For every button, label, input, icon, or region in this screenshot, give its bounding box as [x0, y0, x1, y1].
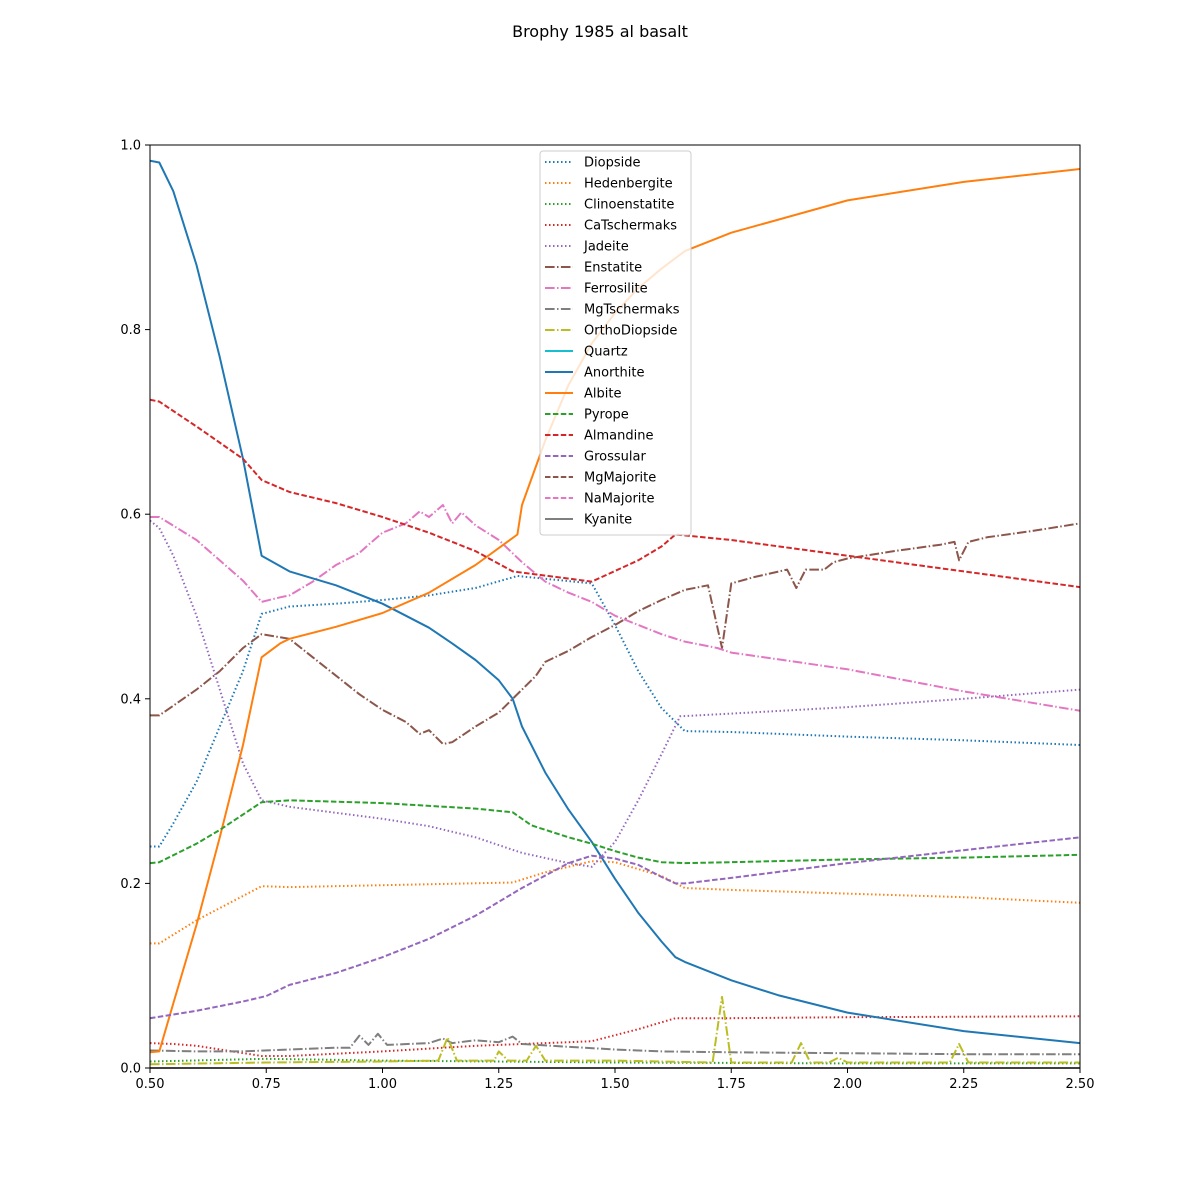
x-tick-label: 2.25	[949, 1077, 978, 1092]
series-line-grossular	[150, 836, 1080, 1020]
legend-label-quartz: Quartz	[584, 345, 628, 360]
legend-label-ferrosilite: Ferrosilite	[584, 282, 648, 297]
legend-label-diopside: Diopside	[584, 156, 640, 171]
legend-label-almandine: Almandine	[584, 429, 653, 444]
y-tick-label: 0.8	[120, 323, 141, 338]
x-tick-label: 0.75	[252, 1077, 281, 1092]
series-line-anorthite	[150, 159, 1080, 1045]
legend-label-mgmajorite: MgMajorite	[584, 471, 656, 486]
x-tick-label: 2.50	[1066, 1077, 1095, 1092]
legend-label-catschermaks: CaTschermaks	[584, 219, 677, 234]
legend-label-namajorite: NaMajorite	[584, 492, 655, 507]
legend: Diopside Hedenbergite Clinoenstatite CaTsch…	[539, 150, 692, 536]
legend-label-mgtschermaks: MgTschermaks	[584, 303, 680, 318]
legend-label-jadeite: Jadeite	[583, 240, 629, 255]
legend-label-enstatite: Enstatite	[584, 261, 642, 276]
x-tick-label: 1.50	[601, 1077, 630, 1092]
x-tick-label: 1.00	[368, 1077, 397, 1092]
y-tick-label: 0.4	[120, 692, 141, 707]
legend-label-albite: Albite	[584, 387, 621, 402]
x-tick-label: 0.50	[136, 1077, 165, 1092]
y-tick-label: 0.2	[120, 877, 141, 892]
legend-label-grossular: Grossular	[584, 450, 646, 465]
series-line-ferrosilite	[150, 504, 1080, 712]
x-tick-label: 1.75	[717, 1077, 746, 1092]
x-tick-label: 2.00	[833, 1077, 862, 1092]
series-line-diopside	[150, 575, 1080, 848]
x-tick-label: 1.25	[484, 1077, 513, 1092]
series-line-orthodiopside	[150, 995, 1080, 1066]
series-line-clinoenstatite	[150, 1057, 1080, 1065]
legend-label-clinoenstatite: Clinoenstatite	[584, 198, 674, 213]
series-line-enstatite	[150, 522, 1080, 745]
series-line-hedenbergite	[150, 860, 1080, 945]
series-line-jadeite	[150, 519, 1080, 868]
series-line-pyrope	[150, 799, 1080, 865]
legend-label-pyrope: Pyrope	[584, 408, 629, 423]
y-tick-label: 0.6	[120, 508, 141, 523]
legend-box	[539, 150, 692, 536]
y-tick-label: 0.0	[120, 1062, 141, 1077]
legend-label-anorthite: Anorthite	[584, 366, 644, 381]
series-line-mgtschermaks	[150, 1032, 1080, 1056]
legend-label-orthodiopside: OrthoDiopside	[584, 324, 677, 339]
series-line-almandine	[150, 398, 1080, 589]
chart-title: Brophy 1985 al basalt	[512, 22, 688, 41]
axes: 0.50 0.75 1.00 1.25 1.50 1.75 2.00 2.25 2.50 0.0 0…	[120, 139, 1094, 1093]
legend-label-kyanite: Kyanite	[584, 513, 632, 528]
legend-label-hedenbergite: Hedenbergite	[584, 177, 673, 192]
y-tick-label: 1.0	[120, 139, 141, 154]
